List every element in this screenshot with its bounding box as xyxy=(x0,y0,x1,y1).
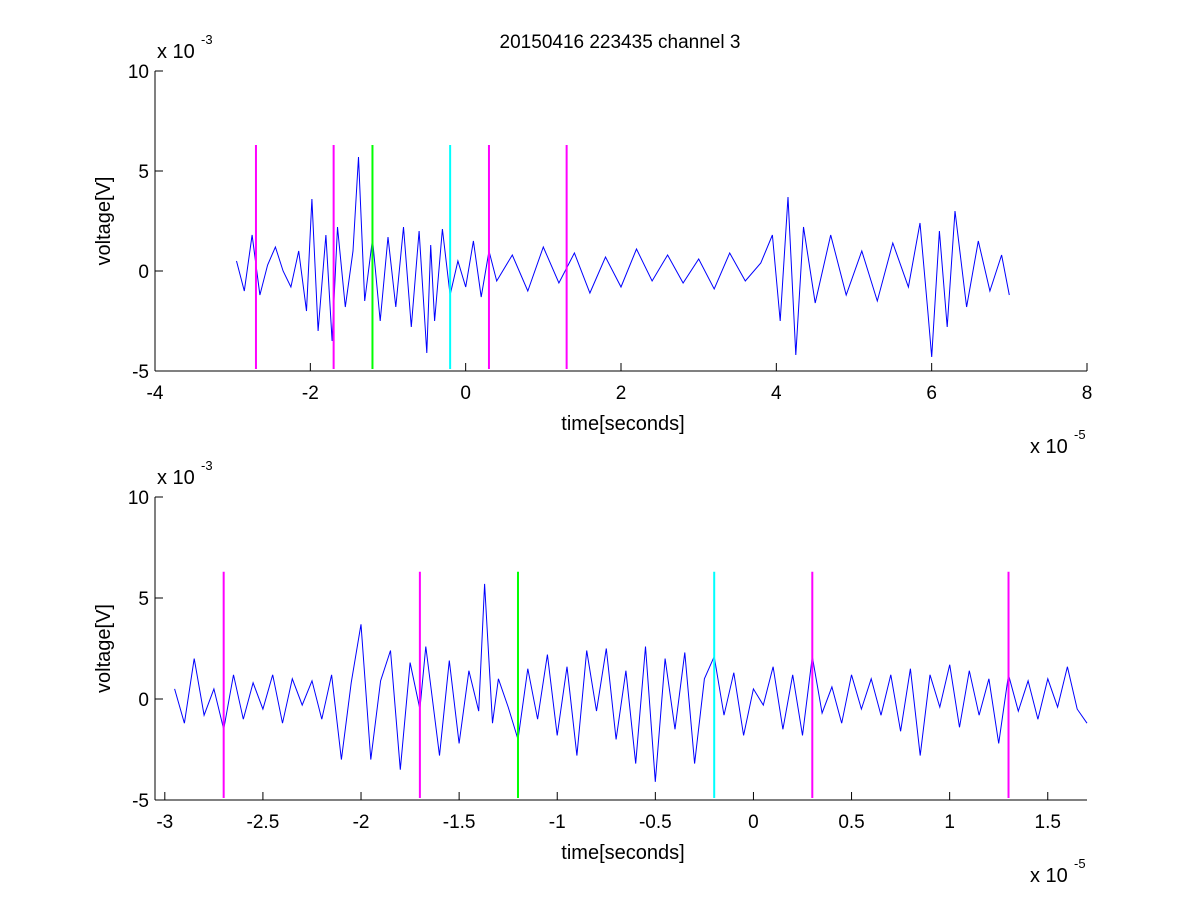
figure-title: 20150416 223435 channel 3 xyxy=(500,32,741,53)
panel1-y-tick-label: 0 xyxy=(138,262,149,283)
panel2-x-tick-label: -0.5 xyxy=(639,812,672,833)
panel1-x-multiplier: x 10 xyxy=(1030,436,1068,458)
panel2-y-tick-label: 0 xyxy=(138,690,149,711)
panel1-x-tick-label: 6 xyxy=(926,383,937,404)
panel2-y-axis-label: voltage[V] xyxy=(93,604,115,693)
panel1-x-tick-label: 0 xyxy=(460,383,471,404)
panel1-y-axis-label: voltage[V] xyxy=(93,177,115,266)
panel2-x-tick-label: 1 xyxy=(944,812,955,833)
panel1-x-exponent: -5 xyxy=(1074,427,1086,442)
panel2-x-exponent: -5 xyxy=(1074,856,1086,871)
panel2-y-tick-label: -5 xyxy=(132,791,149,812)
panel1-x-tick-label: 8 xyxy=(1082,383,1093,404)
panel2-x-tick-label: -2.5 xyxy=(247,812,280,833)
panel1-x-tick-label: 4 xyxy=(771,383,782,404)
panel2-x-axis-label: time[seconds] xyxy=(561,842,684,864)
panel2-y-tick-label: 5 xyxy=(138,589,149,610)
panel2-x-tick-label: 1.5 xyxy=(1035,812,1061,833)
panel2-x-tick-label: 0 xyxy=(748,812,759,833)
panel2-x-tick-label: -3 xyxy=(156,812,173,833)
panel1-x-tick-label: 2 xyxy=(616,383,627,404)
panel2-x-tick-label: -1.5 xyxy=(443,812,476,833)
panel1-y-tick-label: -5 xyxy=(132,362,149,383)
panel2-signal-line xyxy=(174,583,1088,782)
panel2-y-multiplier: x 10 xyxy=(157,467,195,489)
panel1-y-exponent: -3 xyxy=(201,32,213,47)
panel2-x-tick-label: -1 xyxy=(549,812,566,833)
panel1-x-tick-label: -2 xyxy=(302,383,319,404)
panel1-y-multiplier: x 10 xyxy=(157,41,195,63)
panel1-x-axis-label: time[seconds] xyxy=(561,413,684,435)
panel1-y-tick-label: 10 xyxy=(128,62,149,83)
panel1-signal-line xyxy=(236,156,1010,358)
panel1-y-tick-label: 5 xyxy=(138,162,149,183)
panel2-x-tick-label: -2 xyxy=(353,812,370,833)
panel2-x-multiplier: x 10 xyxy=(1030,865,1068,887)
panel2-y-exponent: -3 xyxy=(201,458,213,473)
panel1-x-tick-label: -4 xyxy=(147,383,164,404)
panel2-x-tick-label: 0.5 xyxy=(838,812,864,833)
panel2-y-tick-label: 10 xyxy=(128,488,149,509)
